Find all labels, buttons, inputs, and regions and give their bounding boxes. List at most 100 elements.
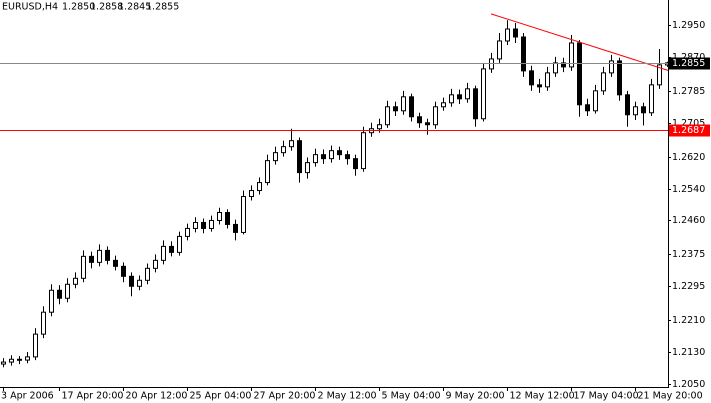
candle-body: [241, 196, 246, 233]
ohlc-close: 1.2855: [146, 2, 179, 13]
candle-body: [97, 249, 102, 263]
price-label-box: [669, 124, 710, 137]
candle-body: [497, 40, 502, 60]
candle-body: [129, 275, 134, 287]
plot-area: [0, 13, 670, 368]
candle-body: [409, 96, 414, 118]
candle-body: [633, 106, 638, 116]
x-tick-label: 12 May 12:00: [510, 391, 575, 402]
candle-body: [401, 96, 406, 112]
candle-body: [41, 311, 46, 335]
candle-body: [33, 333, 38, 358]
candle-body: [425, 122, 430, 126]
candle-body: [57, 289, 62, 299]
candle-body: [361, 132, 366, 170]
candle-body: [201, 221, 206, 229]
candle-body: [153, 259, 158, 269]
candle-body: [265, 160, 270, 184]
candle-body: [177, 235, 182, 253]
candle-body: [289, 140, 294, 148]
x-tick-label: 17 Apr 20:00: [62, 391, 124, 402]
candle-body: [25, 356, 30, 361]
candle-body: [353, 158, 358, 170]
candle-body: [617, 60, 622, 96]
trend-line: [490, 13, 669, 71]
candle-body: [601, 72, 606, 92]
candle-body: [609, 60, 614, 74]
candle-body: [593, 90, 598, 112]
ohlc-high: 1.2858: [90, 2, 123, 13]
y-tick-label: 1.2295: [672, 281, 705, 292]
ohlc-open: 1.2850: [62, 2, 95, 13]
y-tick-label: 1.2050: [672, 379, 705, 390]
candle-body: [657, 64, 662, 86]
candle-body: [217, 211, 222, 221]
candle-body: [545, 72, 550, 88]
candle-body: [17, 358, 22, 361]
candle-body: [257, 182, 262, 192]
x-tick-label: 21 May 20:00: [638, 391, 703, 402]
y-tick-label: 1.2785: [672, 86, 705, 97]
candle-body: [137, 279, 142, 287]
candle-body: [209, 219, 214, 229]
candle-body: [465, 88, 470, 100]
candle-body: [625, 94, 630, 116]
candle-body: [89, 255, 94, 263]
candle-body: [161, 245, 166, 261]
candle-body: [417, 116, 422, 124]
candle-body: [49, 289, 54, 313]
x-tick-label: 5 May 04:00: [382, 391, 441, 402]
candle-body: [321, 154, 326, 160]
candle-body: [513, 28, 518, 38]
y-tick-label: 1.2130: [672, 347, 705, 358]
candle-body: [377, 124, 382, 130]
candle-body: [561, 62, 566, 68]
candle-body: [281, 146, 286, 154]
y-tick-label: 1.2540: [672, 184, 705, 195]
candle-body: [305, 162, 310, 174]
candle-body: [393, 106, 398, 112]
candle-body: [537, 84, 542, 88]
candle-body: [105, 249, 110, 261]
candle-body: [73, 277, 78, 285]
y-tick-label: 1.2460: [672, 215, 705, 226]
candle-body: [641, 106, 646, 114]
price-label-box: [669, 57, 710, 70]
candle-body: [313, 154, 318, 164]
x-tick-label: 27 Apr 20:00: [254, 391, 316, 402]
x-tick-label: 20 Apr 12:00: [126, 391, 188, 402]
candle-body: [297, 140, 302, 174]
y-tick-label: 1.2620: [672, 152, 705, 163]
candle-body: [449, 94, 454, 104]
y-tick-label: 1.2705: [672, 118, 705, 129]
candle-body: [193, 221, 198, 229]
price-label: 1.2687: [672, 125, 705, 136]
candle-body: [577, 42, 582, 106]
candle-body: [121, 265, 126, 277]
x-tick-label: 2 May 12:00: [318, 391, 377, 402]
candle-body: [233, 223, 238, 233]
candle-body: [329, 150, 334, 160]
x-tick-label: 9 May 20:00: [446, 391, 505, 402]
candle-body: [433, 106, 438, 126]
x-tick-label: 3 Apr 2006: [1, 391, 54, 402]
candle-body: [249, 190, 254, 198]
candle-body: [9, 358, 14, 363]
candle-body: [113, 259, 118, 267]
candle-body: [505, 28, 510, 42]
candle-body: [185, 227, 190, 237]
candle-body: [457, 94, 462, 100]
candle-body: [81, 255, 86, 279]
y-tick-label: 1.2210: [672, 315, 705, 326]
candle-body: [337, 150, 342, 156]
y-tick-label: 1.2950: [672, 20, 705, 31]
candle-body: [473, 88, 478, 120]
price-label: 1.2855: [672, 58, 705, 69]
candle-body: [1, 361, 6, 365]
candle-body: [169, 245, 174, 253]
candle-body: [225, 211, 230, 225]
candle-body: [65, 283, 70, 299]
candle-body: [145, 267, 150, 281]
